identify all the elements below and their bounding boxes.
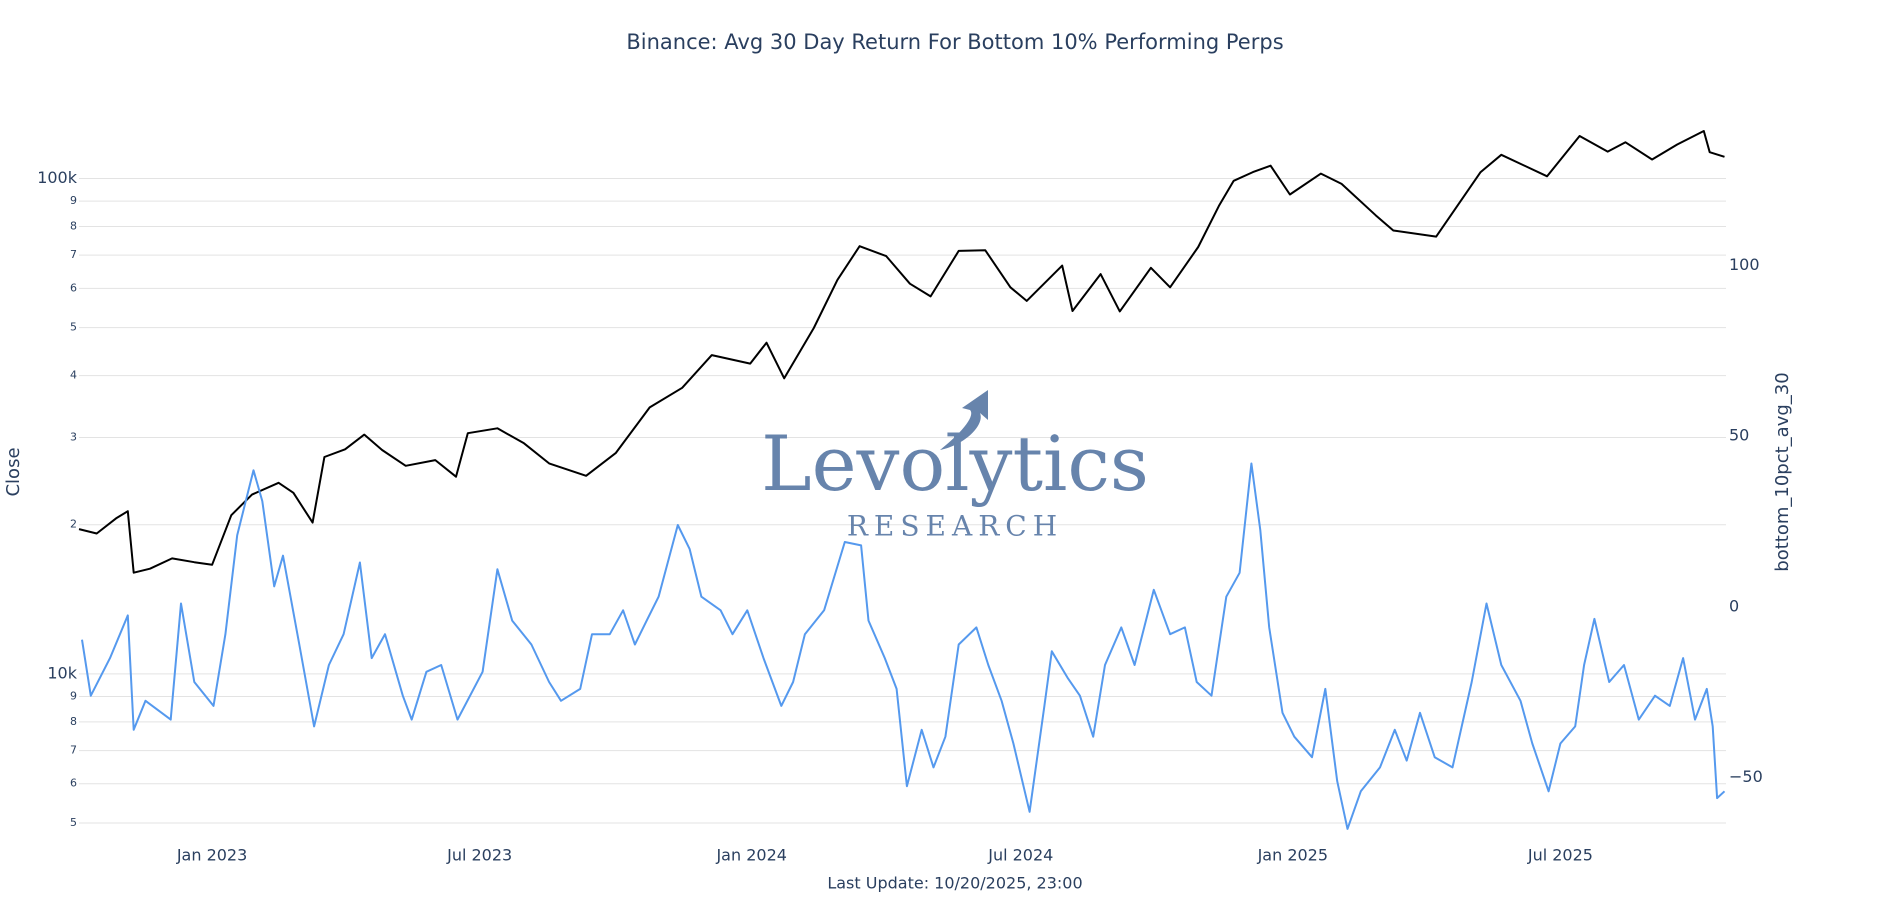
y2-axis-title: bottom_10pct_avg_30 xyxy=(1772,372,1793,571)
x-tick-label: Jan 2023 xyxy=(176,846,247,865)
y-tick-label: 3 xyxy=(70,430,77,443)
x-tick-label: Jul 2025 xyxy=(1527,846,1593,865)
y-tick-label: 2 xyxy=(70,518,77,531)
watermark-arrow xyxy=(940,390,988,450)
y-axis-title: Close xyxy=(3,447,24,496)
y2-tick-label: −50 xyxy=(1729,767,1763,786)
series-line xyxy=(78,130,1725,574)
y-tick-label: 7 xyxy=(70,744,77,757)
y-tick-label: 5 xyxy=(70,321,77,334)
chart-title: Binance: Avg 30 Day Return For Bottom 10… xyxy=(626,30,1283,54)
series-line xyxy=(81,462,1726,830)
y2-tick-label: 100 xyxy=(1729,255,1760,274)
y-tick-label: 10k xyxy=(47,663,77,682)
y-tick-label: 6 xyxy=(70,777,77,790)
y2-tick-label: 0 xyxy=(1729,596,1739,615)
footer: Last Update: 10/20/2025, 23:00 xyxy=(827,874,1082,893)
y-tick-label: 100k xyxy=(37,168,78,187)
y-tick-label: 8 xyxy=(70,715,77,728)
plot-area: 5 6 7 8 9 10k 2 3 4 5 6 7 8 9 100k −50 0 50 100 Jan 2023 Jul… xyxy=(37,130,1763,865)
y-tick-label: 9 xyxy=(70,690,77,703)
watermark-title: Levolytics xyxy=(761,419,1149,508)
watermark: Levolytics RESEARCH xyxy=(761,390,1149,543)
x-tick-label: Jan 2024 xyxy=(715,846,786,865)
y-tick-label: 7 xyxy=(70,248,77,261)
watermark-subtitle: RESEARCH xyxy=(847,510,1063,543)
y-tick-label: 9 xyxy=(70,194,77,207)
y-tick-label: 4 xyxy=(70,369,77,382)
y-tick-label: 8 xyxy=(70,219,77,232)
y-tick-label: 6 xyxy=(70,281,77,294)
y2-tick-label: 50 xyxy=(1729,426,1749,445)
y-tick-label: 5 xyxy=(70,816,77,829)
x-tick-label: Jul 2024 xyxy=(987,846,1053,865)
x-tick-label: Jul 2023 xyxy=(446,846,512,865)
x-tick-label: Jan 2025 xyxy=(1257,846,1328,865)
